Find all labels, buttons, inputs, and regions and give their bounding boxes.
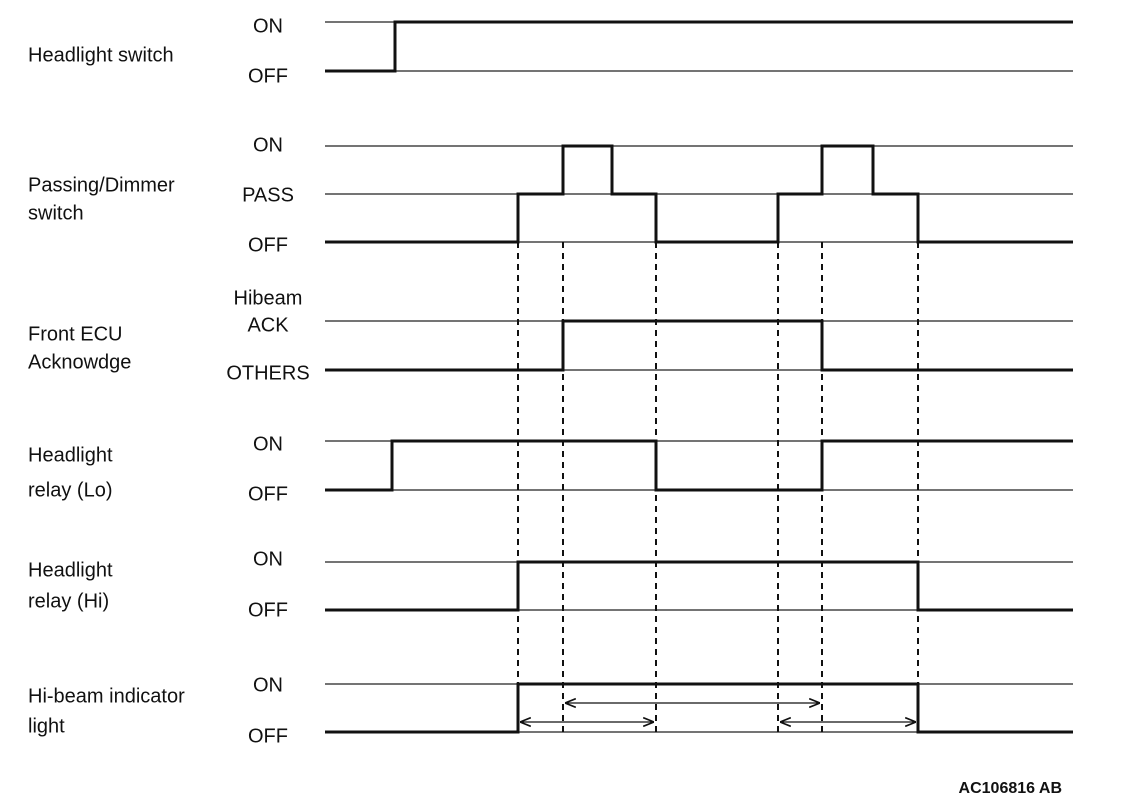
signal-name: Headlight — [28, 559, 113, 581]
signal-name: Hi-beam indicator — [28, 685, 185, 707]
signal-name: Passing/Dimmer — [28, 174, 175, 196]
figure-code: AC106816 AB — [959, 780, 1062, 797]
signal-name: Front ECU — [28, 323, 122, 345]
level-label: Hibeam — [234, 287, 303, 309]
level-label: PASS — [242, 184, 294, 206]
signal-name: Headlight — [28, 444, 113, 466]
waveforms — [325, 20, 1073, 734]
signal-name: Acknowdge — [28, 351, 131, 373]
level-label: ON — [253, 15, 283, 37]
level-label: OFF — [248, 65, 288, 87]
reference-lines — [325, 21, 1073, 733]
level-label: OFF — [248, 599, 288, 621]
level-label: ACK — [247, 314, 289, 336]
labels: Headlight switch ON OFF Passing/Dimmer switc… — [28, 15, 310, 747]
level-label: ON — [253, 433, 283, 455]
signal-name: Headlight switch — [28, 44, 174, 66]
level-label: OFF — [248, 483, 288, 505]
level-label: ON — [253, 548, 283, 570]
signal-name: relay (Hi) — [28, 590, 109, 612]
level-label: ON — [253, 674, 283, 696]
level-label: OTHERS — [226, 362, 309, 384]
level-label: OFF — [248, 725, 288, 747]
level-label: OFF — [248, 234, 288, 256]
interval-arrows — [520, 703, 916, 722]
signal-name: light — [28, 715, 65, 737]
level-label: ON — [253, 134, 283, 156]
dashed-guides — [517, 242, 919, 732]
signal-name: relay (Lo) — [28, 479, 112, 501]
signal-name: switch — [28, 202, 84, 224]
